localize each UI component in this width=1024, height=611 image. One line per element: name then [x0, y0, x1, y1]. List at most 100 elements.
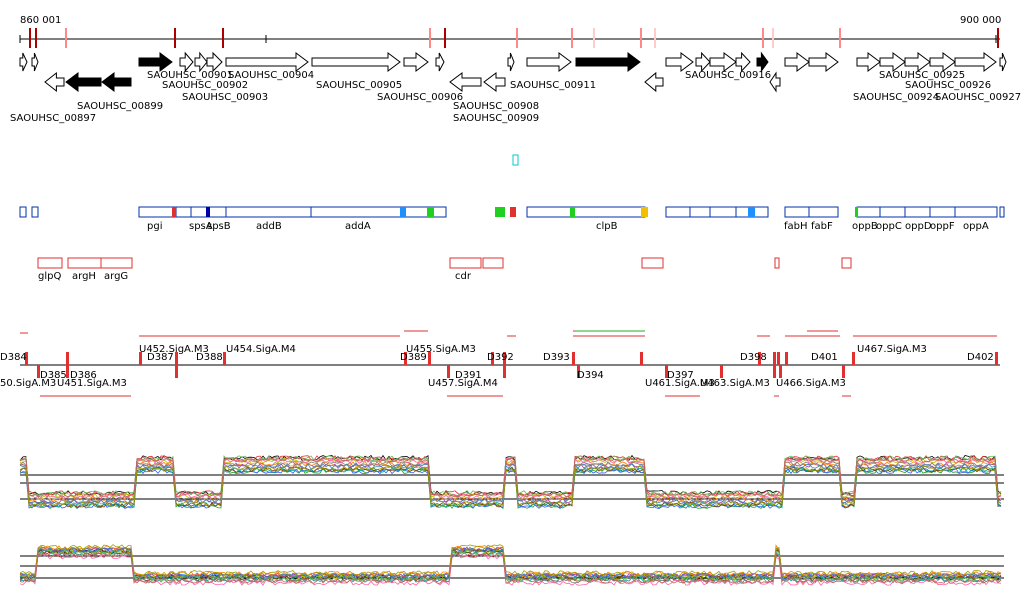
feature-box — [709, 206, 737, 218]
feature-highlight — [495, 207, 505, 217]
feature-box — [954, 206, 998, 218]
locus-tag: SAOUHSC_00902 — [162, 80, 248, 91]
marker — [512, 154, 519, 166]
feature-box — [138, 206, 176, 218]
feature-highlight — [400, 207, 406, 217]
gene-arrow — [435, 52, 445, 72]
feature-highlight — [206, 207, 210, 217]
rna-name: argH — [72, 271, 96, 282]
feature-box — [808, 206, 839, 218]
site-mark — [665, 365, 668, 378]
gene-arrow — [206, 51, 223, 73]
gene-arrow — [311, 52, 401, 72]
feature-highlight — [748, 207, 755, 217]
gene-arrow — [507, 52, 515, 72]
locus-tag: SAOUHSC_00911 — [510, 80, 596, 91]
promoter-label: U466.SigA.M3 — [776, 378, 846, 389]
site-mark — [779, 365, 782, 378]
gene-arrow — [101, 72, 132, 92]
gene-arrow — [929, 52, 956, 72]
gene-arrow — [695, 51, 711, 73]
site-mark — [773, 352, 776, 365]
promoter-label: U463.SigA.M3 — [700, 378, 770, 389]
site-mark — [223, 352, 226, 365]
locus-tag: SAOUHSC_00905 — [316, 80, 402, 91]
site-mark — [25, 352, 28, 365]
gene-arrow — [999, 52, 1007, 72]
rna-box — [67, 257, 102, 269]
gene-arrow — [756, 51, 769, 73]
site-mark — [842, 365, 845, 378]
gene-arrow — [483, 72, 506, 92]
gene-arrow — [709, 52, 737, 72]
ruler-start: 860 001 — [20, 15, 61, 26]
gene-arrow — [31, 52, 39, 72]
expression-line — [19, 457, 1002, 499]
feature-box — [904, 206, 931, 218]
gene-name: fabH — [784, 221, 808, 232]
site-mark — [175, 365, 178, 378]
feature-box — [856, 206, 881, 218]
feature-box — [225, 206, 312, 218]
feature-highlight — [855, 207, 858, 217]
terminator-label: D392 — [487, 352, 514, 363]
site-mark — [447, 365, 450, 378]
locus-tag: SAOUHSC_00924 — [853, 92, 939, 103]
rna-box — [482, 257, 504, 269]
locus-tag: SAOUHSC_00926 — [905, 80, 991, 91]
gene-name: spsB — [207, 221, 231, 232]
gene-name: oppF — [930, 221, 955, 232]
gene-arrow — [44, 71, 65, 93]
gene-name: addB — [256, 221, 282, 232]
site-mark — [503, 365, 506, 378]
feature-box — [190, 206, 208, 218]
gene-arrow — [65, 72, 102, 92]
gene-name: clpB — [596, 221, 618, 232]
promoter-label: U461.SigA.M3 — [645, 378, 715, 389]
rna-name: argG — [104, 271, 128, 282]
gene-name: oppC — [876, 221, 902, 232]
feature-highlight — [172, 207, 176, 217]
site-mark — [491, 352, 494, 365]
expression-line — [19, 551, 1002, 584]
rna-box — [449, 257, 482, 269]
promoter-label: U451.SigA.M3 — [57, 378, 127, 389]
gene-name: pgi — [147, 221, 162, 232]
gene-arrow — [784, 52, 810, 72]
rna-box — [641, 257, 664, 269]
terminator-label: D386 — [70, 370, 97, 381]
site-mark — [758, 352, 761, 365]
gene-arrow — [904, 52, 931, 72]
ruler-end: 900 000 — [960, 15, 1001, 26]
locus-tag: SAOUHSC_00903 — [182, 92, 268, 103]
promoter-label: U452.SigA.M3 — [139, 344, 209, 355]
gene-arrow — [665, 52, 694, 72]
locus-tag: SAOUHSC_00916 — [685, 70, 771, 81]
site-mark — [577, 365, 580, 378]
terminator-label: D385 — [40, 370, 67, 381]
expression-line — [19, 456, 1002, 498]
expression-line — [19, 463, 1002, 505]
gene-arrow — [808, 52, 839, 72]
site-mark — [139, 352, 142, 365]
locus-tag: SAOUHSC_00904 — [228, 70, 314, 81]
expression-line — [19, 467, 1002, 510]
terminator-label: D387 — [147, 352, 174, 363]
terminator-label: D398 — [740, 352, 767, 363]
locus-tag: SAOUHSC_00906 — [377, 92, 463, 103]
expression-line — [19, 544, 1002, 577]
rna-box — [100, 257, 133, 269]
gene-arrow — [225, 52, 309, 72]
gene-name: oppA — [963, 221, 989, 232]
gene-arrow — [403, 52, 429, 72]
feature-box — [19, 206, 27, 218]
feature-box — [401, 206, 447, 218]
site-mark — [37, 365, 40, 378]
feature-box — [689, 206, 711, 218]
locus-tag: SAOUHSC_00909 — [453, 113, 539, 124]
feature-box — [999, 206, 1005, 218]
terminator-label: D393 — [543, 352, 570, 363]
expression-line — [19, 544, 1002, 577]
